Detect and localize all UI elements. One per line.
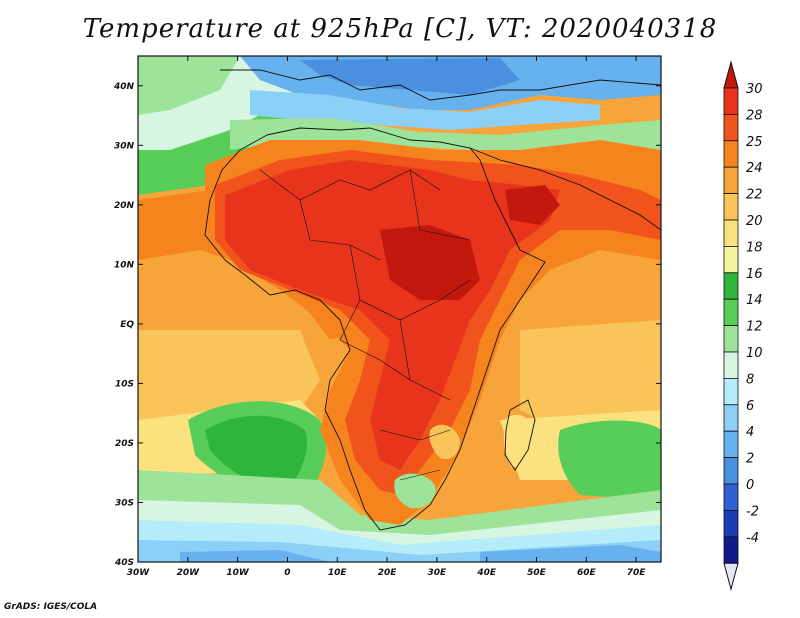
colorbar-label: 2 xyxy=(746,452,754,467)
grads-credit: GrADS: IGES/COLA xyxy=(4,602,98,612)
colorbar-bottom-arrow xyxy=(723,562,739,592)
colorbar-label: -2 xyxy=(746,504,759,519)
lon-tick-label: 30W xyxy=(127,568,151,578)
map-frame xyxy=(137,55,662,563)
field-arabia-hotspot xyxy=(505,185,560,225)
colorbar-swatch xyxy=(723,114,739,142)
colorbar-swatch xyxy=(723,140,739,168)
colorbar-swatch xyxy=(723,219,739,247)
field-europe-colder xyxy=(300,58,520,95)
colorbar-label: 25 xyxy=(746,135,763,150)
colorbar-swatch xyxy=(723,509,739,538)
colorbar-label: 8 xyxy=(746,372,754,387)
colorbar-label: 14 xyxy=(746,293,763,308)
colorbar-label: 0 xyxy=(746,478,754,493)
lat-tick-label: EQ xyxy=(120,320,134,330)
field-sahel-hotspot xyxy=(380,225,480,300)
europe-coastline xyxy=(220,69,661,101)
colorbar-top-arrow xyxy=(723,60,739,89)
field-indian-ocean xyxy=(520,320,661,430)
colorbar-swatch xyxy=(723,430,739,459)
colorbar-swatch xyxy=(723,351,739,379)
colorbar-label: 12 xyxy=(746,320,763,335)
field-southern-deep-east xyxy=(480,545,661,562)
colorbar-swatch xyxy=(723,166,739,194)
colorbar-label: 16 xyxy=(746,267,763,282)
colorbar-swatch xyxy=(723,457,739,485)
country-borders xyxy=(259,169,471,481)
lon-tick-label: 70E xyxy=(627,568,647,578)
arabia-coastline xyxy=(469,147,661,231)
colorbar-label: 28 xyxy=(746,108,763,123)
colorbar-swatch xyxy=(723,245,739,274)
field-highlands xyxy=(429,424,460,460)
lat-tick-label: 30N xyxy=(114,141,135,151)
lat-tick-label: 20S xyxy=(115,439,134,449)
plot-title: Temperature at 925hPa [C], VT: 202004031… xyxy=(82,14,718,44)
colorbar-swatch xyxy=(723,377,739,406)
colorbar-swatch xyxy=(723,483,739,511)
colorbar-label: 22 xyxy=(746,188,763,203)
lat-tick-label: 40S xyxy=(114,558,134,568)
madagascar-coastline xyxy=(504,399,536,471)
lon-tick-label: 60E xyxy=(577,568,597,578)
lon-tick-label: 10E xyxy=(328,568,348,578)
coastlines xyxy=(204,69,661,531)
field-kalahari-cool xyxy=(394,473,436,509)
colorbar-swatch xyxy=(723,325,739,353)
lat-tick-label: 10S xyxy=(115,379,134,389)
temperature-field xyxy=(138,56,661,562)
lon-tick-label: 40E xyxy=(476,568,497,578)
field-atlantic-green-core xyxy=(205,415,308,495)
colorbar-swatch xyxy=(723,272,739,300)
colorbar-label: 24 xyxy=(746,161,763,176)
colorbar-label: 4 xyxy=(746,425,754,440)
colorbar-swatch xyxy=(723,536,739,564)
colorbar-swatch xyxy=(723,298,739,327)
lon-tick-label: 50E xyxy=(527,568,547,578)
colorbar-swatch xyxy=(723,87,739,115)
colorbar-label: 6 xyxy=(746,399,754,414)
lat-tick-label: 20N xyxy=(114,201,135,211)
colorbar-label: -4 xyxy=(746,531,759,546)
lon-tick-label: 20W xyxy=(177,568,201,578)
lon-tick-label: 20E xyxy=(378,568,398,578)
field-indian-green xyxy=(558,420,661,500)
colorbar-label: 10 xyxy=(746,346,763,361)
colorbar-swatch xyxy=(723,404,739,432)
lon-tick-label: 0 xyxy=(284,568,290,578)
colorbar-label: 20 xyxy=(746,214,763,229)
lat-tick-label: 10N xyxy=(114,260,135,270)
colorbar-label: 18 xyxy=(746,240,763,255)
field-north-atlantic-light xyxy=(138,56,240,115)
axis-ticks: 30W 20W 10W 0 10E 20E 30E 40E 50E 60E 70E 40N 30N 20N… xyxy=(113,56,661,578)
lat-tick-label: 30S xyxy=(115,498,134,508)
africa-coastline xyxy=(204,127,546,531)
lon-tick-label: 10W xyxy=(226,568,250,578)
lat-tick-label: 40N xyxy=(113,82,135,92)
field-southern-deep xyxy=(180,550,330,562)
colorbar-swatch xyxy=(723,193,739,221)
field-africa-red xyxy=(225,160,560,470)
colorbar-label: 30 xyxy=(746,82,763,97)
lon-tick-label: 30E xyxy=(428,568,448,578)
